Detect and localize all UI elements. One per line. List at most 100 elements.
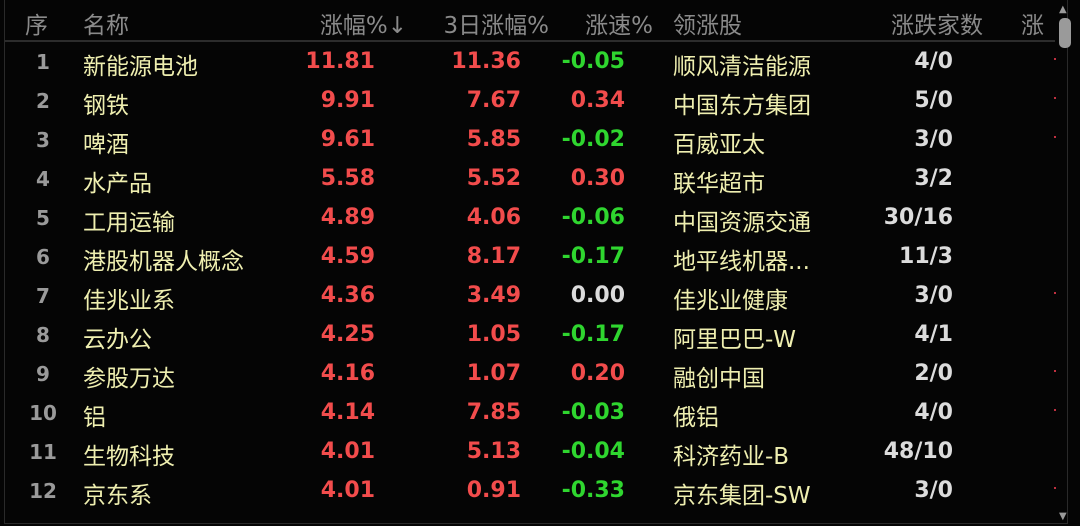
row-index: 4 bbox=[36, 167, 50, 191]
change-pct: 4.89 bbox=[320, 205, 375, 230]
change-pct: 4.36 bbox=[320, 283, 375, 308]
change-3d-pct: 3.49 bbox=[466, 283, 521, 308]
change-3d-pct: 7.85 bbox=[466, 400, 521, 425]
vertical-scrollbar[interactable]: ▲ ▼ bbox=[1057, 4, 1073, 522]
cell-marker bbox=[1054, 136, 1056, 138]
col-leader[interactable]: 领涨股 bbox=[673, 13, 742, 39]
row-index: 1 bbox=[36, 50, 50, 74]
table-row[interactable]: 5 工用运输 4.89 4.06 -0.06 中国资源交通 30/16 bbox=[5, 198, 1055, 237]
leading-stock[interactable]: 联华超市 bbox=[673, 171, 765, 197]
leading-stock[interactable]: 融创中国 bbox=[673, 366, 765, 392]
up-down-count: 11/3 bbox=[899, 244, 953, 269]
speed-pct: -0.03 bbox=[561, 400, 625, 425]
col-speed[interactable]: 涨速% bbox=[585, 13, 653, 39]
change-3d-pct: 1.05 bbox=[466, 322, 521, 347]
cell-marker bbox=[1054, 487, 1056, 489]
up-down-count: 4/1 bbox=[914, 322, 953, 347]
change-3d-pct: 5.52 bbox=[466, 166, 521, 191]
up-down-count: 3/0 bbox=[914, 283, 953, 308]
change-pct: 4.01 bbox=[320, 478, 375, 503]
speed-pct: -0.06 bbox=[561, 205, 625, 230]
change-pct: 4.01 bbox=[320, 439, 375, 464]
speed-pct: 0.34 bbox=[570, 88, 625, 113]
table-row[interactable]: 1 新能源电池 11.81 11.36 -0.05 顺风清洁能源 4/0 bbox=[5, 42, 1056, 81]
leading-stock[interactable]: 佳兆业健康 bbox=[673, 288, 788, 314]
change-3d-pct: 0.91 bbox=[466, 478, 521, 503]
col-change-3d[interactable]: 3日涨幅% bbox=[443, 13, 550, 39]
change-3d-pct: 7.67 bbox=[466, 88, 521, 113]
change-3d-pct: 11.36 bbox=[451, 49, 521, 74]
row-index: 5 bbox=[36, 206, 50, 230]
table-row[interactable]: 11 生物科技 4.01 5.13 -0.04 科济药业-B 48/10 bbox=[5, 432, 1055, 471]
speed-pct: -0.02 bbox=[561, 127, 625, 152]
leading-stock[interactable]: 地平线机器... bbox=[673, 249, 810, 275]
col-more[interactable]: 涨 bbox=[1021, 13, 1044, 39]
sector-name[interactable]: 云办公 bbox=[83, 327, 152, 353]
leading-stock[interactable]: 科济药业-B bbox=[673, 444, 790, 470]
cell-marker bbox=[1054, 58, 1056, 60]
up-down-count: 48/10 bbox=[883, 439, 953, 464]
sector-name[interactable]: 铝 bbox=[83, 405, 106, 431]
speed-pct: -0.33 bbox=[561, 478, 625, 503]
speed-pct: -0.05 bbox=[561, 49, 625, 74]
row-index: 10 bbox=[29, 401, 57, 425]
table-row[interactable]: 8 云办公 4.25 1.05 -0.17 阿里巴巴-W 4/1 bbox=[5, 315, 1055, 354]
table-row[interactable]: 2 钢铁 9.91 7.67 0.34 中国东方集团 5/0 bbox=[5, 81, 1056, 120]
up-down-count: 2/0 bbox=[914, 361, 953, 386]
row-index: 9 bbox=[36, 362, 50, 386]
sector-name[interactable]: 啤酒 bbox=[83, 132, 129, 158]
up-down-count: 3/0 bbox=[914, 127, 953, 152]
change-pct: 9.91 bbox=[320, 88, 375, 113]
change-3d-pct: 5.13 bbox=[466, 439, 521, 464]
cell-marker bbox=[1054, 97, 1056, 99]
sector-ranking-table: 序 名称 涨幅%↓ 3日涨幅% 涨速% 领涨股 涨跌家数 涨 1 新能源电池 11.… bbox=[4, 0, 1071, 524]
speed-pct: 0.20 bbox=[570, 361, 625, 386]
up-down-count: 5/0 bbox=[914, 88, 953, 113]
row-index: 2 bbox=[36, 89, 50, 113]
change-3d-pct: 4.06 bbox=[466, 205, 521, 230]
scroll-down-icon[interactable]: ▼ bbox=[1059, 511, 1067, 522]
change-pct: 4.25 bbox=[320, 322, 375, 347]
table-row[interactable]: 7 佳兆业系 4.36 3.49 0.00 佳兆业健康 3/0 bbox=[5, 276, 1056, 315]
leading-stock[interactable]: 中国东方集团 bbox=[673, 93, 811, 119]
sector-name[interactable]: 工用运输 bbox=[83, 210, 175, 236]
sector-name[interactable]: 佳兆业系 bbox=[83, 288, 175, 314]
leading-stock[interactable]: 俄铝 bbox=[673, 405, 719, 431]
change-3d-pct: 1.07 bbox=[466, 361, 521, 386]
up-down-count: 3/2 bbox=[914, 166, 953, 191]
change-pct: 4.59 bbox=[320, 244, 375, 269]
scroll-thumb[interactable] bbox=[1059, 18, 1071, 48]
table-row[interactable]: 4 水产品 5.58 5.52 0.30 联华超市 3/2 bbox=[5, 159, 1055, 198]
table-row[interactable]: 12 京东系 4.01 0.91 -0.33 京东集团-SW 3/0 bbox=[5, 471, 1056, 510]
table-row[interactable]: 6 港股机器人概念 4.59 8.17 -0.17 地平线机器... 11/3 bbox=[5, 237, 1055, 276]
leading-stock[interactable]: 顺风清洁能源 bbox=[673, 54, 811, 80]
sector-name[interactable]: 参股万达 bbox=[83, 366, 175, 392]
sector-name[interactable]: 京东系 bbox=[83, 483, 152, 509]
leading-stock[interactable]: 京东集团-SW bbox=[673, 483, 811, 509]
row-index: 7 bbox=[36, 284, 50, 308]
sector-name[interactable]: 港股机器人概念 bbox=[83, 249, 244, 275]
sector-name[interactable]: 钢铁 bbox=[83, 93, 129, 119]
sector-name[interactable]: 生物科技 bbox=[83, 444, 175, 470]
cell-marker bbox=[1054, 370, 1056, 372]
leading-stock[interactable]: 百威亚太 bbox=[673, 132, 765, 158]
change-3d-pct: 5.85 bbox=[466, 127, 521, 152]
change-pct: 11.81 bbox=[305, 49, 375, 74]
row-index: 3 bbox=[36, 128, 50, 152]
table-row[interactable]: 10 铝 4.14 7.85 -0.03 俄铝 4/0 bbox=[5, 393, 1056, 432]
table-row[interactable]: 3 啤酒 9.61 5.85 -0.02 百威亚太 3/0 bbox=[5, 120, 1056, 159]
col-index[interactable]: 序 bbox=[25, 13, 48, 39]
col-change-sorted[interactable]: 涨幅%↓ bbox=[319, 13, 407, 39]
sector-name[interactable]: 水产品 bbox=[83, 171, 152, 197]
change-pct: 4.14 bbox=[320, 400, 375, 425]
scroll-up-icon[interactable]: ▲ bbox=[1059, 4, 1067, 15]
leading-stock[interactable]: 中国资源交通 bbox=[673, 210, 811, 236]
sector-name[interactable]: 新能源电池 bbox=[83, 54, 198, 80]
up-down-count: 4/0 bbox=[914, 49, 953, 74]
speed-pct: -0.17 bbox=[561, 322, 625, 347]
col-name[interactable]: 名称 bbox=[83, 13, 129, 39]
row-index: 11 bbox=[29, 440, 57, 464]
table-row[interactable]: 9 参股万达 4.16 1.07 0.20 融创中国 2/0 bbox=[5, 354, 1056, 393]
leading-stock[interactable]: 阿里巴巴-W bbox=[673, 327, 797, 353]
col-updown[interactable]: 涨跌家数 bbox=[891, 13, 983, 39]
